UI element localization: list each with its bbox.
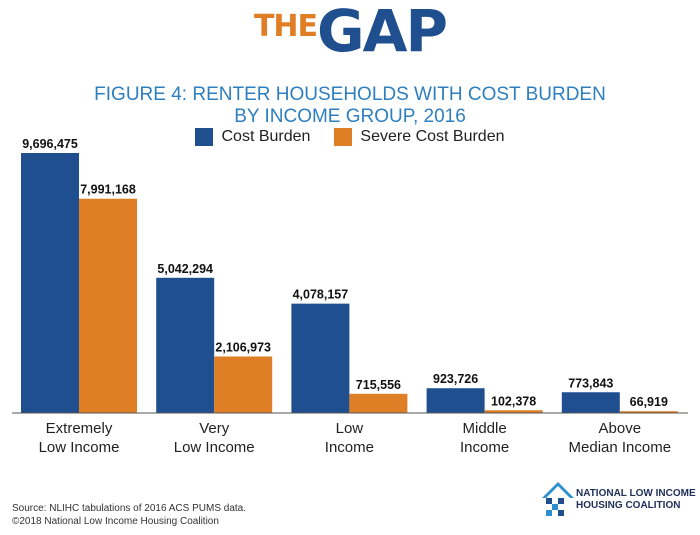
logo-gap: GAP	[317, 0, 448, 65]
data-label-cost-burden: 773,843	[568, 376, 613, 390]
source-note: Source: NLIHC tabulations of 2016 ACS PU…	[12, 503, 247, 514]
bar-severe-cost-burden	[484, 410, 543, 413]
org-name: NATIONAL LOW INCOME HOUSING COALITION	[576, 488, 696, 512]
bar-cost-burden	[156, 277, 215, 413]
bar-chart: 9,696,475 7,991,168 Extremely Low Income 5,0…	[12, 137, 688, 456]
data-label-cost-burden: 5,042,294	[157, 262, 213, 276]
data-label-severe-cost-burden: 7,991,168	[80, 183, 136, 197]
data-label-cost-burden: 4,078,157	[293, 288, 349, 302]
category-label: Very	[199, 420, 230, 437]
data-label-cost-burden: 9,696,475	[22, 137, 78, 151]
copyright-note: ©2018 National Low Income Housing Coalit…	[12, 516, 219, 527]
category-label: Low	[336, 420, 364, 437]
category-label: Income	[460, 439, 509, 456]
data-label-severe-cost-burden: 2,106,973	[215, 341, 271, 355]
the-gap-logo: THEGAP	[0, 2, 700, 60]
legend-swatch-cost-burden	[195, 128, 214, 146]
category-label: Low Income	[39, 439, 120, 456]
bar-severe-cost-burden	[79, 198, 137, 413]
legend-label-severe-cost-burden: Severe Cost Burden	[360, 128, 505, 145]
org-name-line2: HOUSING COALITION	[576, 500, 681, 511]
footer: Source: NLIHC tabulations of 2016 ACS PU…	[12, 502, 246, 528]
bar-severe-cost-burden	[619, 411, 678, 413]
category-label: Above	[599, 420, 642, 437]
category-label: Middle	[463, 420, 507, 437]
data-label-severe-cost-burden: 715,556	[356, 378, 401, 392]
org-name-line1: NATIONAL LOW INCOME	[576, 488, 696, 499]
chart-title: FIGURE 4: RENTER HOUSEHOLDS WITH COST BU…	[0, 84, 700, 128]
category-label: Extremely	[46, 420, 113, 437]
category-label: Low Income	[174, 439, 255, 456]
nlihc-logo: NATIONAL LOW INCOME HOUSING COALITION	[538, 474, 698, 524]
bar-cost-burden	[426, 388, 485, 413]
chart-title-line2: BY INCOME GROUP, 2016	[234, 106, 466, 127]
logo-the: THE	[253, 9, 318, 44]
data-label-severe-cost-burden: 66,919	[630, 395, 668, 409]
legend-item-severe-cost-burden: Severe Cost Burden	[334, 128, 505, 146]
data-label-severe-cost-burden: 102,378	[491, 394, 536, 408]
legend-swatch-severe-cost-burden	[334, 128, 353, 146]
data-label-cost-burden: 923,726	[433, 372, 478, 386]
chart-title-line1: FIGURE 4: RENTER HOUSEHOLDS WITH COST BU…	[94, 84, 606, 105]
category-label: Income	[325, 439, 374, 456]
legend: Cost Burden Severe Cost Burden	[0, 128, 700, 146]
legend-label-cost-burden: Cost Burden	[221, 128, 311, 145]
bar-severe-cost-burden	[349, 393, 408, 413]
legend-item-cost-burden: Cost Burden	[195, 128, 310, 146]
bar-cost-burden	[561, 392, 620, 413]
house-icon	[542, 482, 574, 516]
bar-cost-burden	[21, 153, 79, 413]
bar-severe-cost-burden	[214, 356, 273, 413]
bar-cost-burden	[291, 303, 350, 413]
category-label: Median Income	[569, 439, 672, 456]
